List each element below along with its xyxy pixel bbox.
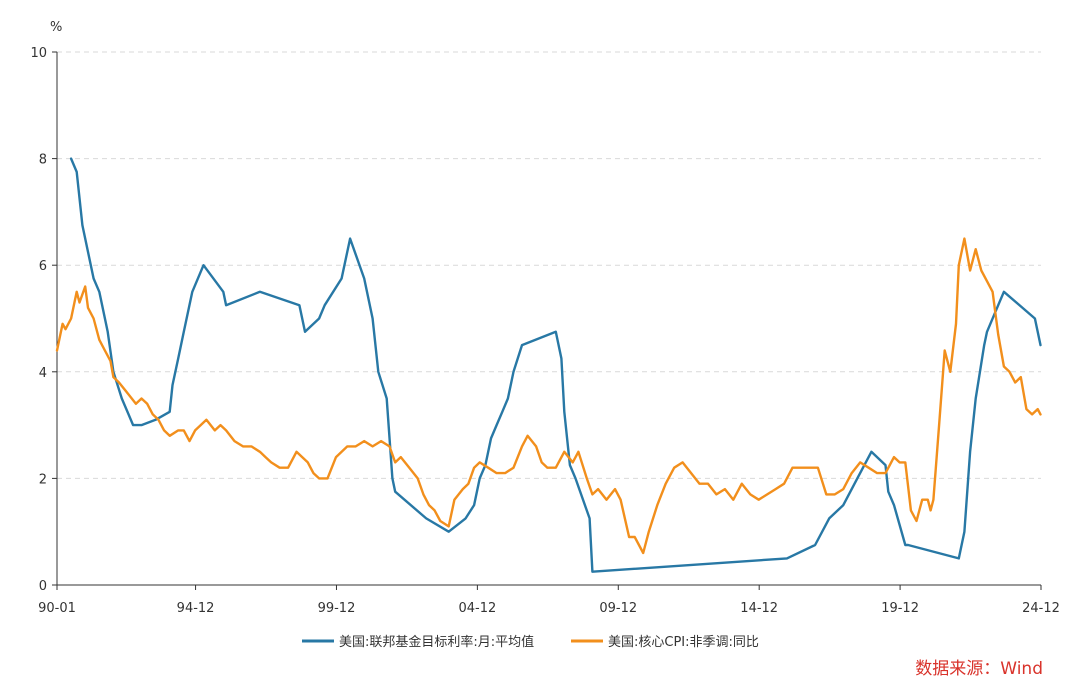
x-tick-label: 94-12 [177,601,215,616]
x-tick-label: 90-01 [38,601,76,616]
gridlines [57,51,1041,479]
x-tick-label: 09-12 [599,601,637,616]
y-tick-label: 2 [39,472,47,487]
axes [56,52,1041,586]
legend: 美国:联邦基金目标利率:月:平均值 美国:核心CPI:非季调:同比 [302,634,759,650]
y-tick-label: 4 [39,366,47,381]
series-line-core-cpi [55,237,1042,555]
legend-label-fed-funds: 美国:联邦基金目标利率:月:平均值 [339,634,534,650]
y-tick-label: 8 [39,153,47,168]
y-tick-label: 10 [30,46,47,61]
series-lines [55,157,1042,573]
source-note: 数据来源：Wind [915,659,1043,679]
x-tick-label: 14-12 [740,601,778,616]
y-tick-label: 6 [39,259,47,274]
series-line-fed-funds [69,157,1042,573]
y-unit-label: % [50,20,62,35]
legend-label-core-cpi: 美国:核心CPI:非季调:同比 [608,635,759,650]
y-tick-labels: 0 2 4 6 8 10 [30,46,57,594]
y-tick-label: 0 [39,579,47,594]
x-tick-label: 24-12 [1022,601,1060,616]
x-tick-label: 19-12 [881,601,919,616]
x-tick-label: 99-12 [318,601,356,616]
x-tick-label: 04-12 [458,601,496,616]
x-tick-labels: 90-01 94-12 99-12 04-12 09-12 14-12 19-12 24-12 [38,585,1060,616]
